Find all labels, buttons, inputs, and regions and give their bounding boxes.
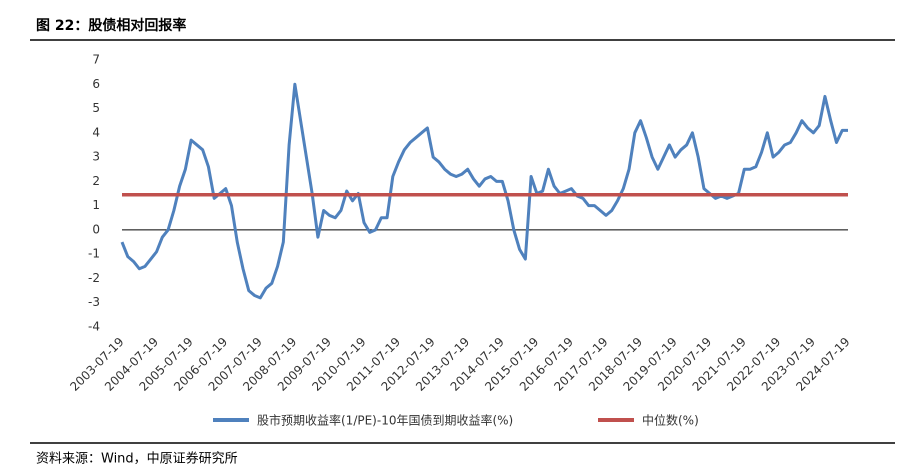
- y-tick-label: -1: [88, 247, 100, 261]
- y-tick-label: 5: [92, 101, 100, 115]
- legend-label: 中位数(%): [642, 413, 699, 428]
- y-tick-label: 0: [92, 222, 100, 236]
- y-tick-label: 7: [92, 53, 100, 67]
- y-tick-label: 3: [92, 150, 100, 164]
- y-tick-label: -4: [88, 320, 100, 334]
- y-tick-label: 2: [92, 174, 100, 188]
- y-tick-label: 4: [92, 125, 100, 139]
- y-tick-label: -3: [88, 295, 100, 309]
- y-tick-label: 6: [92, 77, 100, 91]
- y-tick-label: 1: [92, 198, 100, 212]
- chart-title: 图 22：股债相对回报率: [36, 17, 186, 34]
- series-line: [120, 82, 848, 300]
- source-note: 资料来源：Wind，中原证券研究所: [36, 451, 238, 467]
- legend-label: 股市预期收益率(1/PE)-10年国债到期收益率(%): [257, 413, 513, 428]
- y-tick-label: -2: [88, 271, 100, 285]
